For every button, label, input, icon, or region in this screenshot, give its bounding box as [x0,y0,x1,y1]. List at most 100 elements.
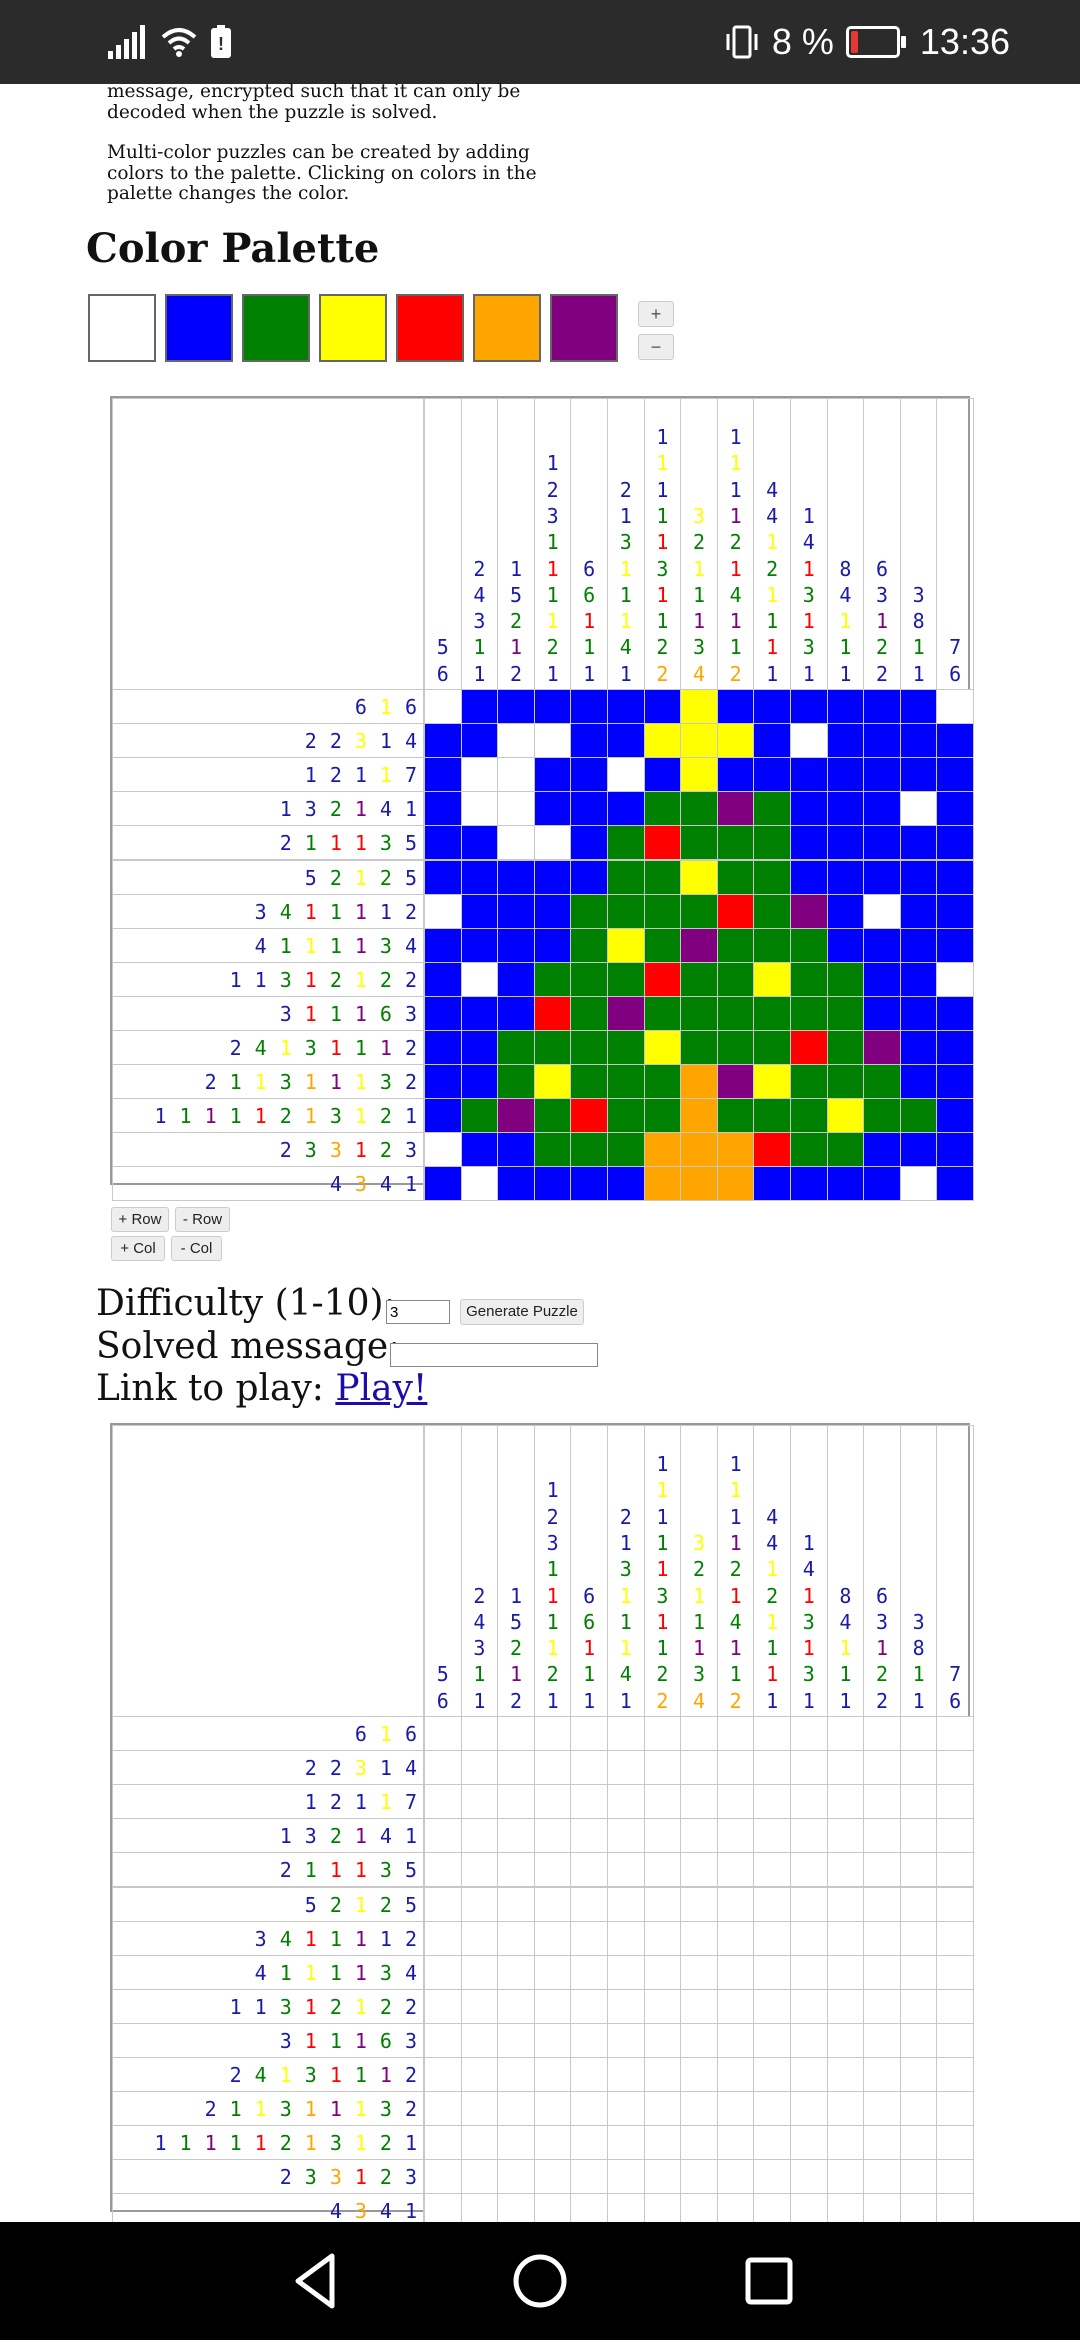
grid-cell[interactable] [753,1750,791,1786]
grid-cell[interactable] [716,825,755,861]
grid-cell[interactable] [680,757,718,793]
grid-cell[interactable] [863,825,901,861]
grid-cell[interactable] [790,757,828,793]
grid-cell[interactable] [533,2022,572,2058]
grid-cell[interactable] [680,1852,718,1888]
grid-cell[interactable] [863,1920,901,1956]
grid-cell[interactable] [533,791,572,827]
grid-cell[interactable] [460,859,499,895]
grid-cell[interactable] [643,1988,682,2024]
grid-cell[interactable] [607,1750,645,1786]
grid-cell[interactable] [680,1920,718,1956]
grid-cell[interactable] [607,2159,645,2195]
grid-cell[interactable] [424,2091,462,2127]
remove-row-button[interactable]: - Row [175,1207,230,1232]
grid-cell[interactable] [899,1818,938,1854]
grid-cell[interactable] [460,1886,499,1922]
grid-cell[interactable] [533,1030,572,1066]
grid-cell[interactable] [570,1988,608,2024]
grid-cell[interactable] [936,825,974,861]
grid-cell[interactable] [424,1064,462,1100]
grid-cell[interactable] [826,1064,865,1100]
grid-cell[interactable] [424,1098,462,1134]
grid-cell[interactable] [753,995,791,1031]
grid-cell[interactable] [716,927,755,963]
grid-cell[interactable] [424,1886,462,1922]
grid-cell[interactable] [826,1852,865,1888]
grid-cell[interactable] [607,723,645,759]
grid-cell[interactable] [716,2057,755,2093]
grid-cell[interactable] [936,1098,974,1134]
grid-cell[interactable] [863,2091,901,2127]
add-column-button[interactable]: + Col [111,1236,165,1261]
grid-cell[interactable] [460,1954,499,1990]
grid-cell[interactable] [790,995,828,1031]
grid-cell[interactable] [753,961,791,997]
grid-cell[interactable] [863,961,901,997]
grid-cell[interactable] [680,995,718,1031]
grid-cell[interactable] [716,2091,755,2127]
grid-cell[interactable] [460,1716,499,1752]
grid-cell[interactable] [680,723,718,759]
grid-cell[interactable] [826,1886,865,1922]
grid-cell[interactable] [424,1852,462,1888]
grid-cell[interactable] [753,689,791,725]
grid-cell[interactable] [936,1716,974,1752]
grid-cell[interactable] [680,1784,718,1820]
grid-cell[interactable] [460,1750,499,1786]
grid-cell[interactable] [643,1954,682,1990]
generate-puzzle-button[interactable]: Generate Puzzle [460,1299,584,1325]
grid-cell[interactable] [680,1954,718,1990]
grid-cell[interactable] [680,859,718,895]
grid-cell[interactable] [497,1852,535,1888]
grid-cell[interactable] [460,689,499,725]
grid-cell[interactable] [643,995,682,1031]
grid-cell[interactable] [643,1886,682,1922]
grid-cell[interactable] [533,995,572,1031]
grid-cell[interactable] [753,1988,791,2024]
grid-cell[interactable] [460,961,499,997]
grid-cell[interactable] [570,859,608,895]
grid-cell[interactable] [936,2159,974,2195]
grid-cell[interactable] [533,723,572,759]
grid-cell[interactable] [936,1920,974,1956]
grid-cell[interactable] [826,893,865,929]
grid-cell[interactable] [680,2091,718,2127]
grid-cell[interactable] [497,1920,535,1956]
grid-cell[interactable] [533,927,572,963]
grid-cell[interactable] [790,2057,828,2093]
grid-cell[interactable] [936,961,974,997]
grid-cell[interactable] [936,1030,974,1066]
palette-swatch-orange[interactable] [473,294,541,362]
grid-cell[interactable] [790,1098,828,1134]
grid-cell[interactable] [533,757,572,793]
grid-cell[interactable] [716,859,755,895]
grid-cell[interactable] [570,961,608,997]
grid-cell[interactable] [899,723,938,759]
grid-cell[interactable] [424,961,462,997]
grid-cell[interactable] [424,2022,462,2058]
grid-cell[interactable] [607,1920,645,1956]
grid-cell[interactable] [899,1988,938,2024]
grid-cell[interactable] [643,757,682,793]
grid-cell[interactable] [643,2057,682,2093]
grid-cell[interactable] [899,2125,938,2161]
grid-cell[interactable] [424,1166,462,1202]
grid-cell[interactable] [607,757,645,793]
grid-cell[interactable] [643,1784,682,1820]
grid-cell[interactable] [497,1750,535,1786]
grid-cell[interactable] [899,757,938,793]
back-icon[interactable] [284,2246,354,2316]
grid-cell[interactable] [826,961,865,997]
grid-cell[interactable] [716,1030,755,1066]
grid-cell[interactable] [424,1920,462,1956]
grid-cell[interactable] [497,1132,535,1168]
grid-cell[interactable] [826,1030,865,1066]
grid-cell[interactable] [570,1030,608,1066]
grid-cell[interactable] [716,1886,755,1922]
grid-cell[interactable] [863,1098,901,1134]
grid-cell[interactable] [826,2057,865,2093]
grid-cell[interactable] [570,825,608,861]
grid-cell[interactable] [826,1920,865,1956]
grid-cell[interactable] [607,1098,645,1134]
